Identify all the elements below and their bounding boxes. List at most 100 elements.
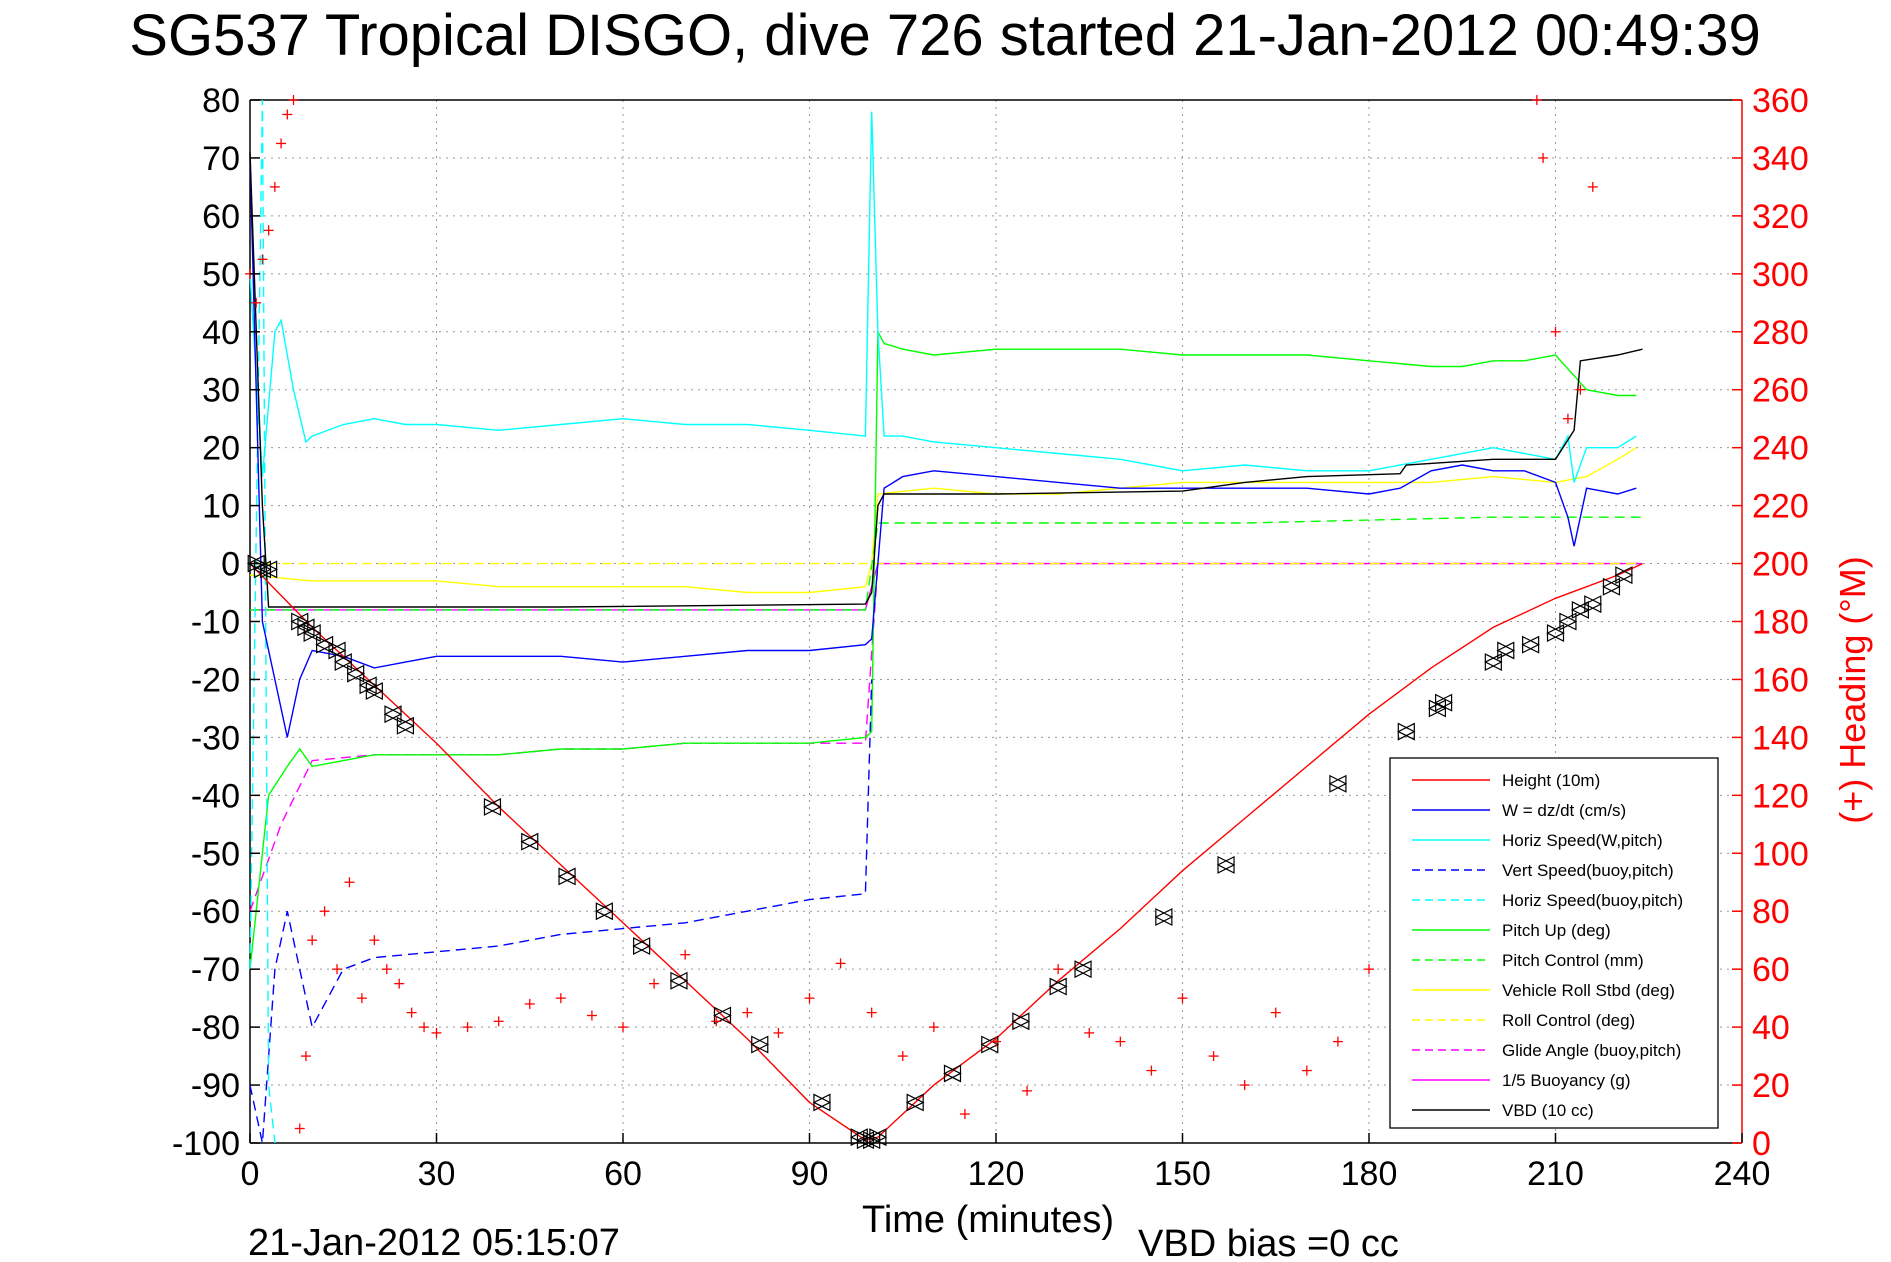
heading-marker [257,254,268,265]
y-right-tick-label: 260 [1752,372,1809,410]
legend-entry: Roll Control (deg) [1502,1011,1635,1030]
heading-marker [300,1051,311,1062]
series-vert-speed-buoy-pitch [249,679,873,1144]
height-marker [868,1128,887,1147]
legend-entry: Horiz Speed(buoy,pitch) [1502,891,1683,910]
y-right-tick-label: 100 [1752,835,1809,873]
heading-marker [307,935,318,946]
height-marker [1521,635,1540,654]
legend-entry: Glide Angle (buoy,pitch) [1502,1041,1681,1060]
footer-timestamp: 21-Jan-2012 05:15:07 [248,1222,620,1262]
y-right-tick-label: 0 [1752,1125,1771,1163]
height-marker [1396,722,1415,741]
heading-marker [1538,152,1549,163]
height-marker [1583,595,1602,614]
heading-marker [928,1022,939,1033]
y-tick-label: 10 [202,488,240,526]
heading-marker [1084,1027,1095,1038]
y-right-tick-label: 120 [1752,777,1809,815]
series-horiz-speed-w-pitch [249,111,1637,483]
heading-marker [1587,181,1598,192]
heading-marker [773,1027,784,1038]
height-marker [383,705,402,724]
heading-marker [394,978,405,989]
heading-marker [1531,95,1542,105]
height-marker [1546,624,1565,643]
series-height-10m [249,562,1643,1141]
series-w-dz-dt-cm-s [249,157,1637,738]
y-tick-label: -70 [191,951,240,989]
heading-marker [269,181,280,192]
height-marker [1154,908,1173,926]
x-tick-label: 90 [791,1155,829,1193]
x-tick-label: 150 [1154,1155,1211,1193]
height-marker [1328,774,1347,793]
heading-marker [804,993,815,1004]
height-marker [396,716,415,735]
height-marker [980,1035,999,1054]
y-right-tick-label: 280 [1752,314,1809,352]
legend: Height (10m) W = dz/dt (cm/s) Horiz Speed(… [1389,757,1719,1129]
legend-entry: 1/5 Buoyancy (g) [1502,1071,1631,1090]
heading-marker [866,1007,877,1018]
y-tick-label: -30 [191,719,240,757]
heading-marker [344,877,355,888]
heading-marker [835,958,846,969]
heading-marker [356,993,367,1004]
y-tick-label: -20 [191,661,240,699]
heading-marker [493,1016,504,1027]
heading-marker [406,1007,417,1018]
height-marker [302,624,321,643]
series-vehicle-roll-stbd-deg [249,447,1637,594]
heading-marker [288,95,299,105]
heading-marker [431,1027,442,1038]
y-right-tick-label: 20 [1752,1067,1790,1105]
y-right-tick-label: 40 [1752,1009,1790,1047]
height-marker [346,664,365,683]
height-marker [520,832,539,851]
height-marker [358,676,377,695]
y-right-tick-label: 140 [1752,719,1809,757]
heading-marker [381,964,392,975]
x-tick-label: 180 [1341,1155,1398,1193]
heading-marker [1550,326,1561,337]
height-marker [259,560,278,579]
heading-marker [959,1109,970,1120]
footer-vbd-bias: VBD bias =0 cc [1138,1223,1399,1262]
heading-marker [1022,1085,1033,1096]
x-tick-label: 30 [418,1155,456,1193]
heading-marker [1177,993,1188,1004]
height-marker [713,1006,732,1025]
height-marker [1428,699,1446,718]
height-marker [750,1035,769,1054]
height-marker [1558,612,1577,631]
x-tick-label: 60 [604,1155,642,1193]
y-right-tick-label: 340 [1752,140,1809,178]
y-tick-label: 70 [202,140,240,178]
x-tick-label: 210 [1527,1155,1584,1193]
heading-marker [897,1051,908,1062]
height-marker [1216,855,1235,874]
y-tick-label: 50 [202,256,240,294]
height-marker [1483,653,1502,672]
y-tick-label: -90 [191,1067,240,1105]
height-marker [1496,641,1515,660]
height-marker [632,937,651,955]
heading-marker [1239,1080,1250,1091]
series-vbd-10-cc [249,152,1643,608]
heading-marker [555,993,566,1004]
heading-marker [649,978,660,989]
height-marker [943,1064,962,1083]
height-marker [1614,566,1633,585]
heading-marker [711,1016,722,1027]
y-right-tick-label: 300 [1752,256,1809,294]
heading-marker [263,225,274,236]
tick-labels: 0 30 60 90 120 150 180 210 24080706050403020100-… [172,82,1809,1193]
height-marker [296,618,315,637]
height-marker [669,971,688,990]
y-right-tick-label: 180 [1752,604,1809,642]
y-tick-label: -80 [191,1009,240,1047]
y-right-tick-label: 200 [1752,546,1809,584]
right-axis-label: (+) Heading (°M) [1832,556,1873,823]
